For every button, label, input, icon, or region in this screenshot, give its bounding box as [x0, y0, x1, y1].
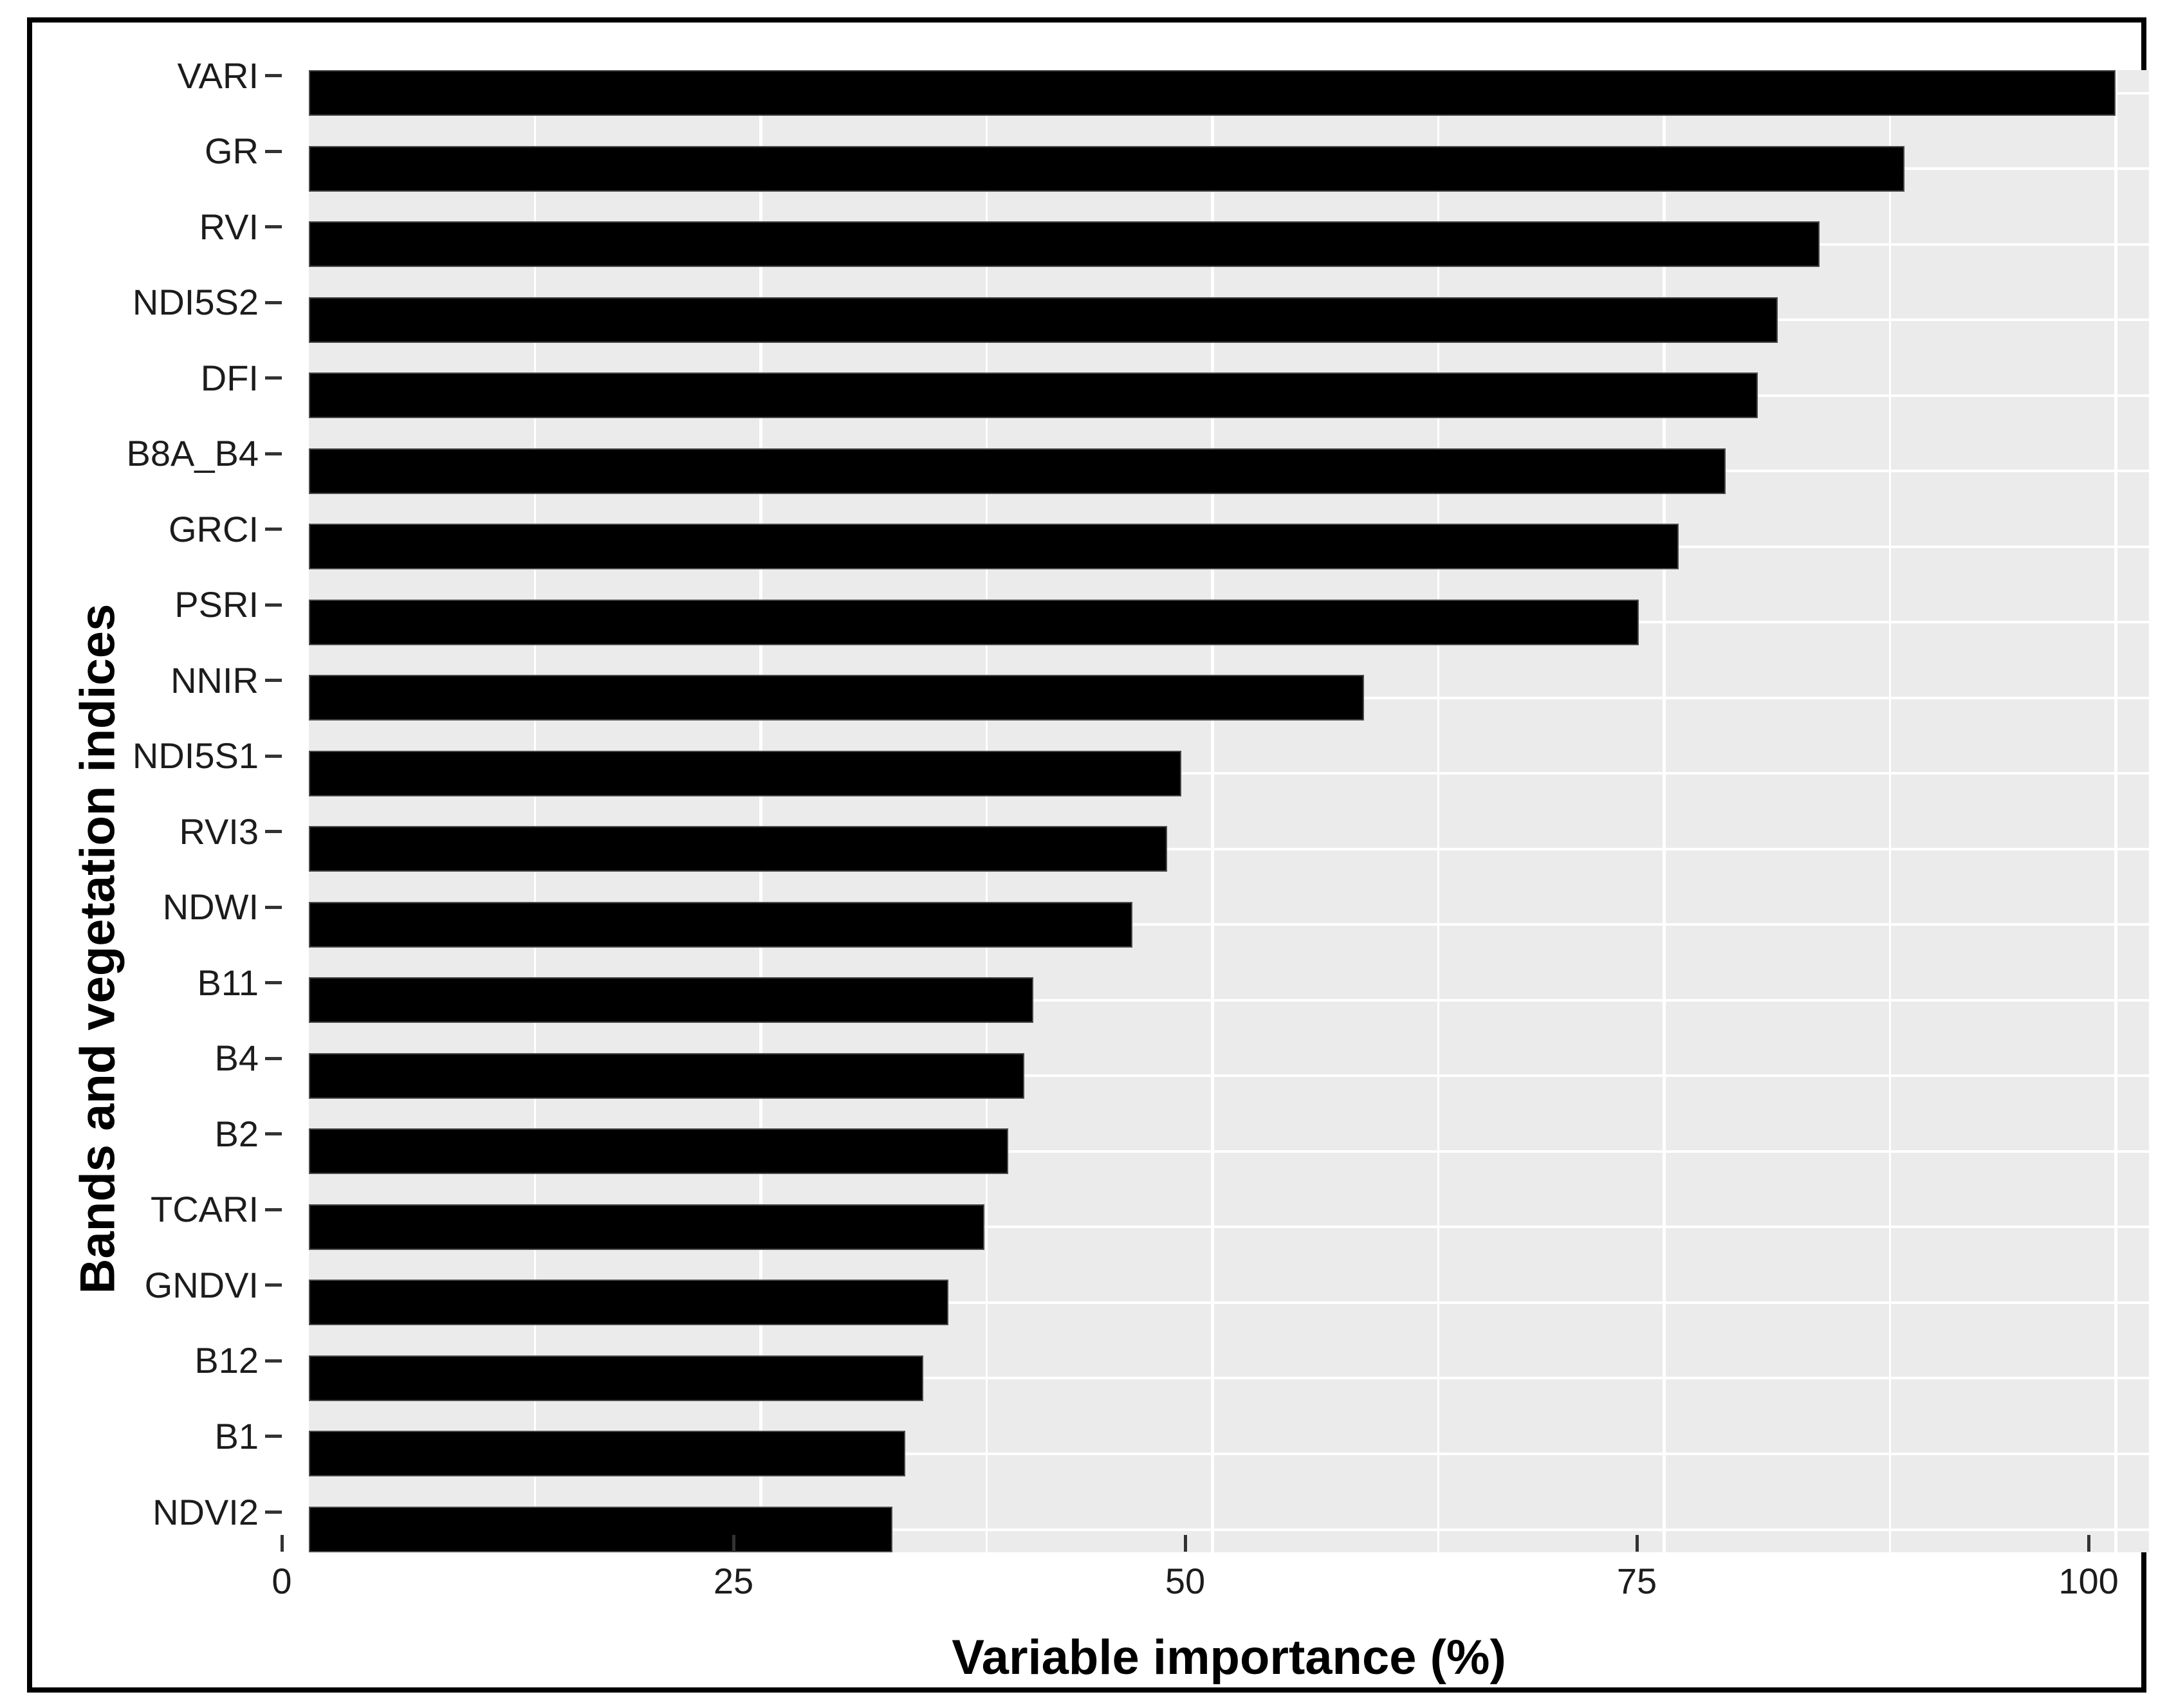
y-category-label: B1: [214, 1415, 259, 1456]
bar-PSRI: [309, 599, 1639, 645]
y-category-label: GR: [205, 131, 259, 172]
x-axis-tick: [280, 1535, 284, 1552]
y-category-label: RVI: [199, 206, 259, 247]
gridline-x-major: [1662, 70, 1666, 1552]
y-category-label: NDVI2: [152, 1491, 259, 1532]
y-axis-tick: [265, 149, 282, 153]
bar-B11: [309, 977, 1034, 1024]
bar-DFI: [309, 372, 1758, 419]
y-axis-tick: [265, 300, 282, 304]
bar-RVI3: [309, 826, 1167, 872]
y-axis-tick: [265, 1132, 282, 1136]
y-category-label: DFI: [200, 357, 259, 398]
y-category-label: GRCI: [169, 508, 259, 549]
gridline-y-major: [309, 1377, 2149, 1380]
x-axis-tick-label: 0: [272, 1561, 292, 1601]
x-axis-tick: [732, 1535, 735, 1552]
bar-NDI5S2: [309, 297, 1778, 343]
y-axis-tick: [265, 754, 282, 758]
bar-B8A_B4: [309, 448, 1726, 494]
gridline-y-major: [309, 1074, 2149, 1078]
y-category-label: NDI5S1: [132, 735, 259, 776]
bar-B2: [309, 1128, 1008, 1175]
x-axis-tick: [1183, 1535, 1187, 1552]
y-axis-tick: [265, 603, 282, 607]
y-category-label: VARI: [177, 55, 259, 96]
gridline-y-major: [309, 1150, 2149, 1153]
bar-B4: [309, 1052, 1024, 1099]
x-axis-tick-label: 50: [1165, 1561, 1206, 1601]
bar-TCARI: [309, 1204, 985, 1250]
y-axis-tick: [265, 1056, 282, 1060]
gridline-y-major: [309, 847, 2149, 850]
plot-panel: [309, 70, 2149, 1552]
y-category-label: TCARI: [151, 1189, 259, 1230]
bar-VARI: [309, 70, 2116, 116]
y-axis-tick: [265, 74, 282, 77]
bar-NNIR: [309, 675, 1364, 721]
y-axis-title: Bands and vegetation indices: [70, 603, 125, 1294]
bar-B12: [309, 1355, 923, 1401]
y-axis-tick: [265, 981, 282, 985]
y-category-label: B2: [214, 1113, 259, 1154]
y-category-label: B11: [197, 962, 259, 1003]
bar-NDWI: [309, 901, 1133, 948]
y-axis-tick: [265, 528, 282, 531]
x-axis-tick-label: 100: [2058, 1561, 2119, 1601]
bar-NDVI2: [309, 1507, 892, 1552]
gridline-y-major: [309, 1528, 2149, 1531]
y-category-label: GNDVI: [144, 1264, 259, 1305]
y-axis-tick: [265, 1435, 282, 1438]
gridline-y-major: [309, 998, 2149, 1002]
y-axis-tick: [265, 452, 282, 455]
x-axis-tick: [2087, 1535, 2090, 1552]
y-axis-tick: [265, 1208, 282, 1211]
y-category-label: RVI3: [179, 811, 259, 852]
bar-RVI: [309, 221, 1820, 268]
gridline-y-major: [309, 1452, 2149, 1455]
gridline-y-major: [309, 1301, 2149, 1304]
x-axis-tick-label: 25: [713, 1561, 754, 1601]
y-axis-tick: [265, 905, 282, 909]
gridline-x-minor: [533, 70, 536, 1552]
y-axis-tick: [265, 679, 282, 683]
y-axis-tick: [265, 1511, 282, 1514]
y-axis-tick: [265, 225, 282, 229]
bar-B1: [309, 1431, 905, 1477]
bar-GR: [309, 145, 1904, 192]
x-axis-tick-label: 75: [1616, 1561, 1657, 1601]
gridline-x-major: [2114, 70, 2117, 1552]
gridline-y-major: [309, 1226, 2149, 1229]
y-category-label: NNIR: [171, 659, 259, 701]
x-axis-tick: [1635, 1535, 1639, 1552]
bar-GRCI: [309, 524, 1679, 570]
gridline-y-major: [309, 772, 2149, 775]
y-axis-tick: [265, 1359, 282, 1363]
gridline-y-major: [309, 923, 2149, 926]
y-category-label: PSRI: [174, 584, 259, 625]
gridline-x-minor: [1888, 70, 1891, 1552]
bar-NDI5S1: [309, 750, 1182, 796]
y-axis-tick: [265, 1283, 282, 1287]
bar-GNDVI: [309, 1280, 949, 1326]
x-axis-title: Variable importance (%): [952, 1630, 1506, 1685]
y-category-label: NDI5S2: [132, 282, 259, 323]
y-axis-tick: [265, 376, 282, 380]
gridline-x-major: [1210, 70, 1214, 1552]
y-category-label: B8A_B4: [126, 433, 259, 474]
y-category-label: B12: [194, 1340, 259, 1381]
gridline-x-major: [759, 70, 762, 1552]
y-category-label: B4: [214, 1038, 259, 1079]
gridline-x-minor: [985, 70, 988, 1552]
y-axis-tick: [265, 830, 282, 834]
y-category-label: NDWI: [162, 886, 259, 928]
gridline-x-minor: [1437, 70, 1439, 1552]
figure-border: VARI GR RVI NDI5S2 DFI B8A_B4 GRCI PSRI NNIR NDI5…: [27, 17, 2149, 1693]
